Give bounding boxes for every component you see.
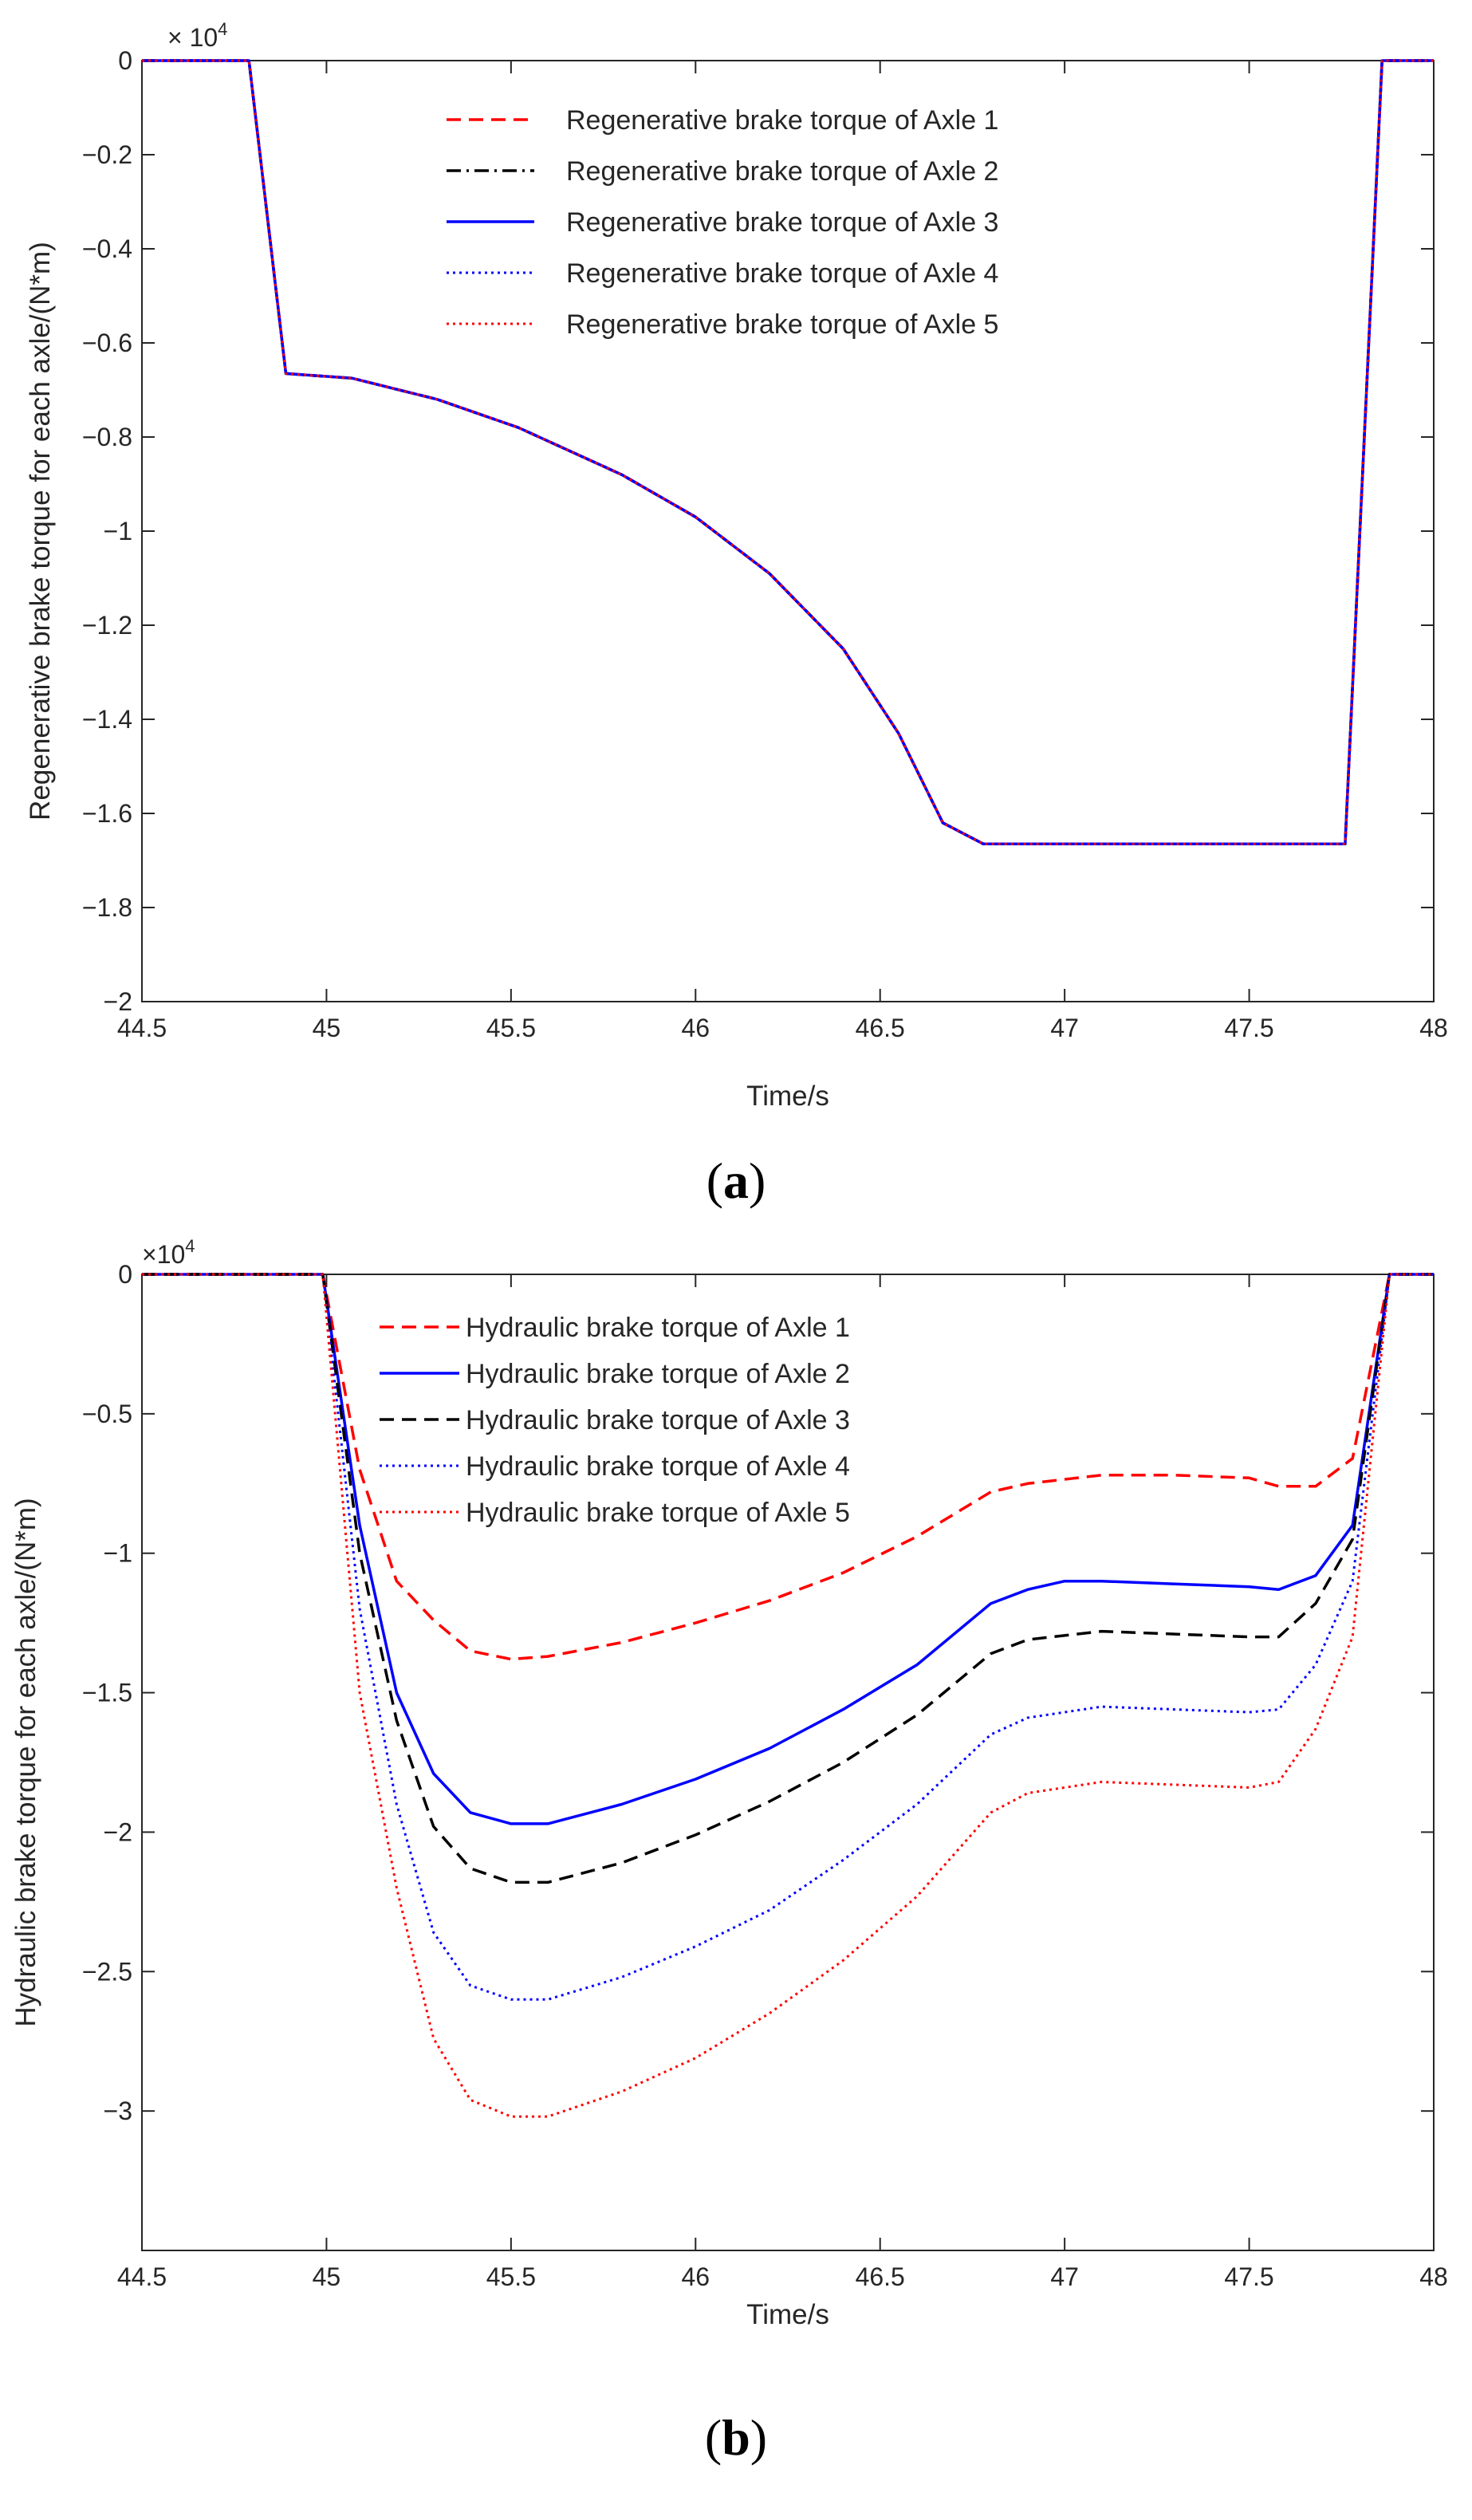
panel-b-ytick-label: −2.5 — [82, 1957, 132, 1986]
panel-b-ylabel: Hydraulic brake torque for each axle/(N*… — [10, 1498, 41, 2026]
panel-b-legend-label: Hydraulic brake torque of Axle 1 — [466, 1313, 850, 1343]
panel-a-xtick-label: 45 — [313, 1014, 341, 1042]
panel-b-legend-label: Hydraulic brake torque of Axle 5 — [466, 1498, 850, 1528]
panel-a-legend-label: Regenerative brake torque of Axle 2 — [566, 156, 998, 187]
panel-b-caption-letter: b — [722, 2409, 750, 2466]
panel-b-hydraulic-torque: 44.5 45 45.5 46 46.5 47 47.5 48 0 −0.5 −1 −1.5 −2 −2.… — [10, 1236, 1448, 2466]
panel-b-legend-label: Hydraulic brake torque of Axle 2 — [466, 1359, 850, 1389]
panel-a-ytick-label: −1.2 — [82, 611, 132, 640]
panel-a-xtick-label: 46.5 — [856, 1014, 905, 1042]
panel-a-legend-label: Regenerative brake torque of Axle 5 — [566, 309, 998, 340]
panel-b-ytick-label: 0 — [118, 1260, 132, 1289]
panel-b-ytick-label: −3 — [104, 2097, 132, 2125]
panel-a-caption: (a) — [706, 1152, 766, 1209]
panel-a-ytick-label: 0 — [118, 46, 132, 75]
panel-a-exponent: × 104 — [167, 19, 227, 52]
panel-b-series-axle-1-line — [142, 1273, 1434, 1661]
panel-b-legend-label: Hydraulic brake torque of Axle 4 — [466, 1451, 850, 1482]
panel-a-exponent-base: × 10 — [167, 23, 218, 52]
panel-b-plot-frame — [141, 1274, 1435, 2251]
panel-b-ytick-label: −0.5 — [82, 1400, 132, 1428]
panel-b-series-axle-2-line — [142, 1273, 1434, 1825]
panel-a-legend-label: Regenerative brake torque of Axle 1 — [566, 105, 998, 136]
panel-a-xlabel: Time/s — [746, 1081, 829, 1112]
panel-a-caption-letter: a — [723, 1152, 749, 1209]
panel-a-xtick-label: 46 — [681, 1014, 710, 1042]
panel-a-series-axle-5-line — [142, 59, 1434, 845]
panel-a-xtick-label: 47 — [1050, 1014, 1079, 1042]
panel-a-xtick-label: 45.5 — [486, 1014, 536, 1042]
panel-a-ytick-label: −0.2 — [82, 140, 132, 169]
panel-b-series-axle-5-line — [142, 1273, 1434, 2118]
panel-b-exponent-base: ×10 — [142, 1240, 185, 1269]
panel-b-series-axle-4-line — [142, 1273, 1434, 2001]
panel-a-exponent-power: 4 — [218, 19, 227, 39]
panel-b-xtick-label: 47.5 — [1224, 2262, 1273, 2291]
panel-a-xtick-label: 47.5 — [1224, 1014, 1273, 1042]
panel-a-ytick-label: −1.6 — [82, 799, 132, 828]
panel-b-ytick-label: −1.5 — [82, 1679, 132, 1707]
panel-a-ytick-label: −0.6 — [82, 329, 132, 357]
panel-b-exponent: ×104 — [142, 1236, 195, 1269]
panel-a-xtick-label: 44.5 — [117, 1014, 167, 1042]
panel-b-xtick-label: 44.5 — [117, 2262, 167, 2291]
panel-a-regenerative-torque: 44.5 45 45.5 46 46.5 47 47.5 48 0 −0.2 −0.4 −0.6 −0.… — [25, 19, 1448, 1209]
panel-b-xtick-label: 47 — [1050, 2262, 1079, 2291]
panel-a-ytick-label: −0.4 — [82, 234, 132, 263]
panel-a-legend-label: Regenerative brake torque of Axle 4 — [566, 258, 998, 289]
panel-a-plot-frame — [141, 60, 1435, 1002]
panel-a-ytick-label: −1 — [104, 517, 132, 545]
panel-b-legend-label: Hydraulic brake torque of Axle 3 — [466, 1405, 850, 1435]
panel-a-ytick-label: −1.8 — [82, 893, 132, 922]
panel-b-xlabel: Time/s — [746, 2299, 829, 2330]
panel-b-caption: (b) — [705, 2409, 767, 2466]
panel-a-xtick-label: 48 — [1419, 1014, 1448, 1042]
panel-b-ytick-label: −1 — [104, 1539, 132, 1568]
panel-a-ytick-label: −2 — [104, 987, 132, 1016]
panel-b-exponent-power: 4 — [185, 1236, 195, 1256]
panel-a-legend: Regenerative brake torque of Axle 1 Regen… — [447, 105, 998, 340]
panel-b-xtick-label: 45.5 — [486, 2262, 536, 2291]
panel-a-ytick-label: −1.4 — [82, 705, 132, 734]
panel-b-xtick-label: 46.5 — [856, 2262, 905, 2291]
panel-b-xtick-label: 45 — [313, 2262, 341, 2291]
panel-a-ytick-label: −0.8 — [82, 423, 132, 451]
panel-a-ylabel: Regenerative brake torque for each axle/… — [25, 242, 56, 821]
panel-b-ytick-label: −2 — [104, 1817, 132, 1846]
panel-a-legend-label: Regenerative brake torque of Axle 3 — [566, 207, 998, 238]
panel-b-xtick-label: 48 — [1419, 2262, 1448, 2291]
panel-b-legend: Hydraulic brake torque of Axle 1 Hydrauli… — [380, 1313, 850, 1528]
panel-b-xtick-label: 46 — [681, 2262, 710, 2291]
